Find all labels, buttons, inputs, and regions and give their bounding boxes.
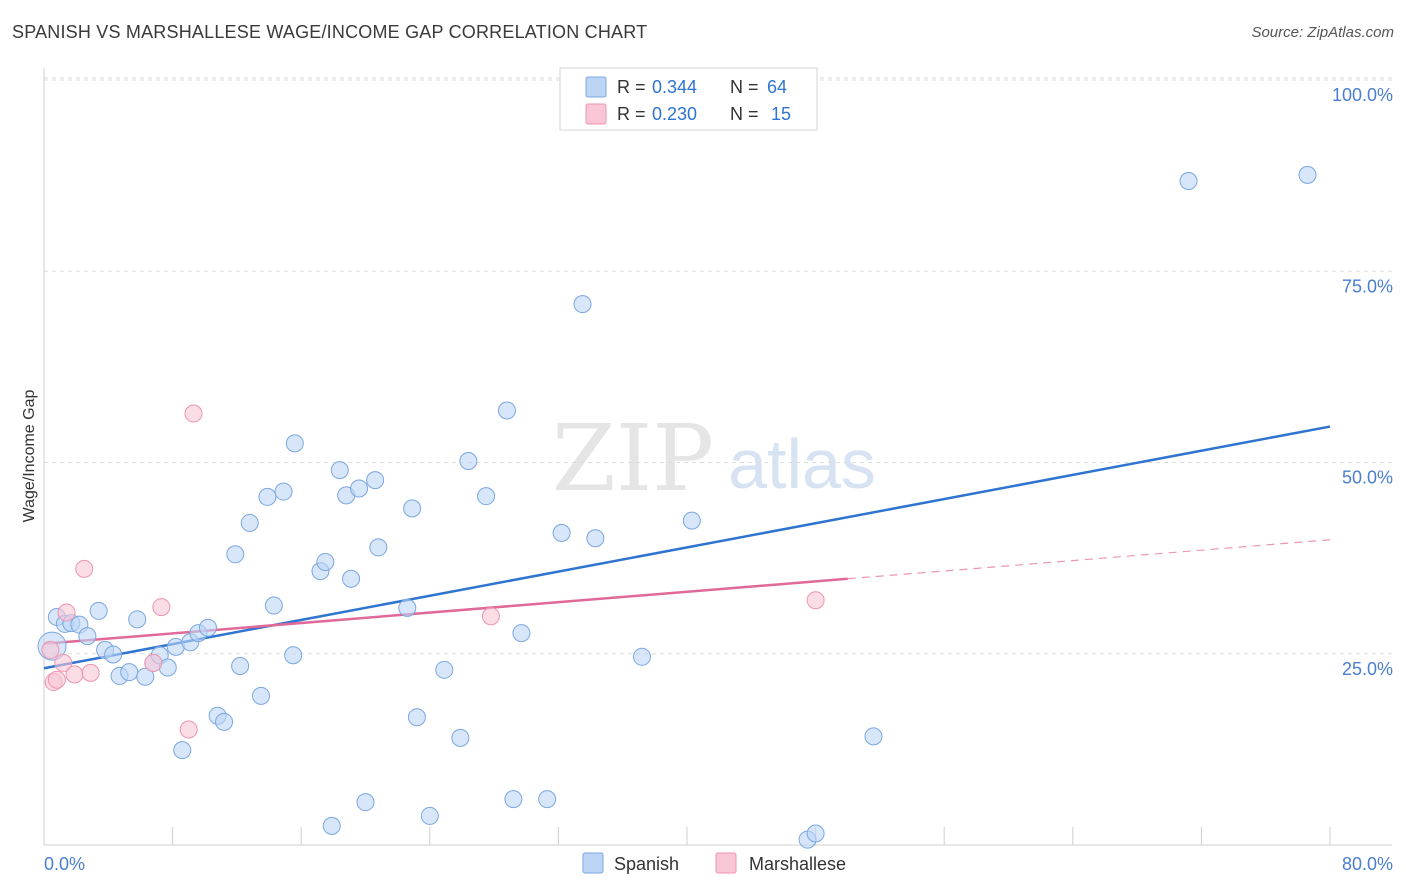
data-point-marshallese — [41, 640, 60, 659]
data-point-spanish — [1179, 171, 1198, 190]
data-point-spanish — [342, 569, 361, 588]
data-point-spanish — [226, 545, 245, 564]
trend-lines — [43, 425, 1331, 670]
data-point-spanish — [316, 552, 335, 571]
y-tick-label: 25.0% — [1342, 659, 1393, 679]
legend-swatch-spanish — [585, 76, 607, 98]
x-tick-label-min: 0.0% — [44, 854, 85, 874]
data-point-spanish — [252, 686, 271, 705]
data-point-marshallese — [179, 720, 198, 739]
data-point-spanish — [407, 708, 426, 727]
data-point-spanish — [573, 295, 592, 314]
data-point-marshallese — [806, 591, 825, 610]
data-point-spanish — [366, 471, 385, 490]
data-point-spanish — [1298, 165, 1317, 184]
data-point-spanish — [497, 401, 516, 420]
legend-r-value-spanish: 0.344 — [652, 77, 697, 97]
data-point-marshallese — [152, 598, 171, 617]
data-point-marshallese — [184, 404, 203, 423]
data-point-spanish — [284, 646, 303, 665]
bottom-legend-swatch-spanish — [582, 852, 604, 874]
data-point-marshallese — [65, 665, 84, 684]
data-point-spanish — [403, 499, 422, 518]
data-point-marshallese — [144, 653, 163, 672]
trend-line-marshallese — [43, 577, 848, 646]
data-point-spanish — [512, 624, 531, 643]
data-point-spanish — [274, 482, 293, 501]
data-point-spanish — [435, 660, 454, 679]
data-point-spanish — [459, 451, 478, 470]
data-point-spanish — [78, 627, 97, 646]
legend-r-label-spanish: R = — [617, 77, 646, 97]
data-point-spanish — [104, 645, 123, 664]
data-point-spanish — [420, 806, 439, 825]
data-point-spanish — [285, 434, 304, 453]
data-point-spanish — [89, 601, 108, 620]
data-point-spanish — [173, 741, 192, 760]
legend-top: R = 0.344 N = 64 R = 0.230 N = 15 — [559, 67, 818, 131]
bottom-legend-swatch-marshallese — [715, 852, 737, 874]
legend-swatch-marshallese — [585, 103, 607, 125]
data-point-spanish — [198, 618, 217, 637]
y-tick-label: 100.0% — [1332, 85, 1393, 105]
legend-n-value-spanish: 64 — [767, 77, 787, 97]
data-point-spanish — [552, 523, 571, 542]
data-point-spanish — [356, 793, 375, 812]
data-point-spanish — [477, 487, 496, 506]
x-tick-label-max: 80.0% — [1342, 854, 1393, 874]
data-point-marshallese — [54, 653, 73, 672]
data-point-spanish — [369, 538, 388, 557]
bottom-legend-label-marshallese: Marshallese — [749, 854, 846, 874]
data-point-spanish — [258, 487, 277, 506]
watermark-atlas: atlas — [728, 425, 876, 503]
data-points — [37, 165, 1317, 849]
data-point-spanish — [350, 479, 369, 498]
data-point-spanish — [136, 667, 155, 686]
trend-line-spanish — [43, 425, 1331, 670]
data-point-spanish — [322, 816, 341, 835]
data-point-spanish — [682, 511, 701, 530]
data-point-spanish — [451, 728, 470, 747]
data-point-spanish — [128, 610, 147, 629]
data-point-spanish — [806, 824, 825, 843]
data-point-spanish — [231, 656, 250, 675]
legend-r-value-marshallese: 0.230 — [652, 104, 697, 124]
data-point-marshallese — [75, 559, 94, 578]
data-point-marshallese — [81, 663, 100, 682]
chart-source: Source: ZipAtlas.com — [1251, 24, 1394, 41]
data-point-spanish — [240, 513, 259, 532]
data-point-spanish — [586, 529, 605, 548]
data-point-spanish — [504, 790, 523, 809]
data-point-spanish — [264, 596, 283, 615]
data-point-spanish — [398, 598, 417, 617]
trend-line-marshallese-extension — [847, 539, 1331, 580]
data-point-marshallese — [481, 607, 500, 626]
y-tick-label: 75.0% — [1342, 276, 1393, 296]
data-point-spanish — [215, 712, 234, 731]
legend-n-label-spanish: N = — [730, 77, 759, 97]
data-point-spanish — [538, 790, 557, 809]
legend-r-label-marshallese: R = — [617, 104, 646, 124]
data-point-spanish — [330, 461, 349, 480]
data-point-spanish — [632, 647, 651, 666]
legend-n-value-marshallese: 15 — [771, 104, 791, 124]
y-axis-label: Wage/Income Gap — [21, 390, 38, 523]
y-tick-label: 50.0% — [1342, 468, 1393, 488]
legend-n-label-marshallese: N = — [730, 104, 759, 124]
bottom-legend-label-spanish: Spanish — [614, 854, 679, 874]
watermark-zip: ZIP — [552, 405, 714, 512]
data-point-marshallese — [47, 670, 66, 689]
axes — [43, 68, 1392, 846]
legend-bottom: Spanish Marshallese — [582, 852, 846, 874]
data-point-spanish — [120, 663, 139, 682]
data-point-marshallese — [57, 603, 76, 622]
chart-title: SPANISH VS MARSHALLESE WAGE/INCOME GAP C… — [12, 22, 648, 42]
data-point-spanish — [864, 727, 883, 746]
